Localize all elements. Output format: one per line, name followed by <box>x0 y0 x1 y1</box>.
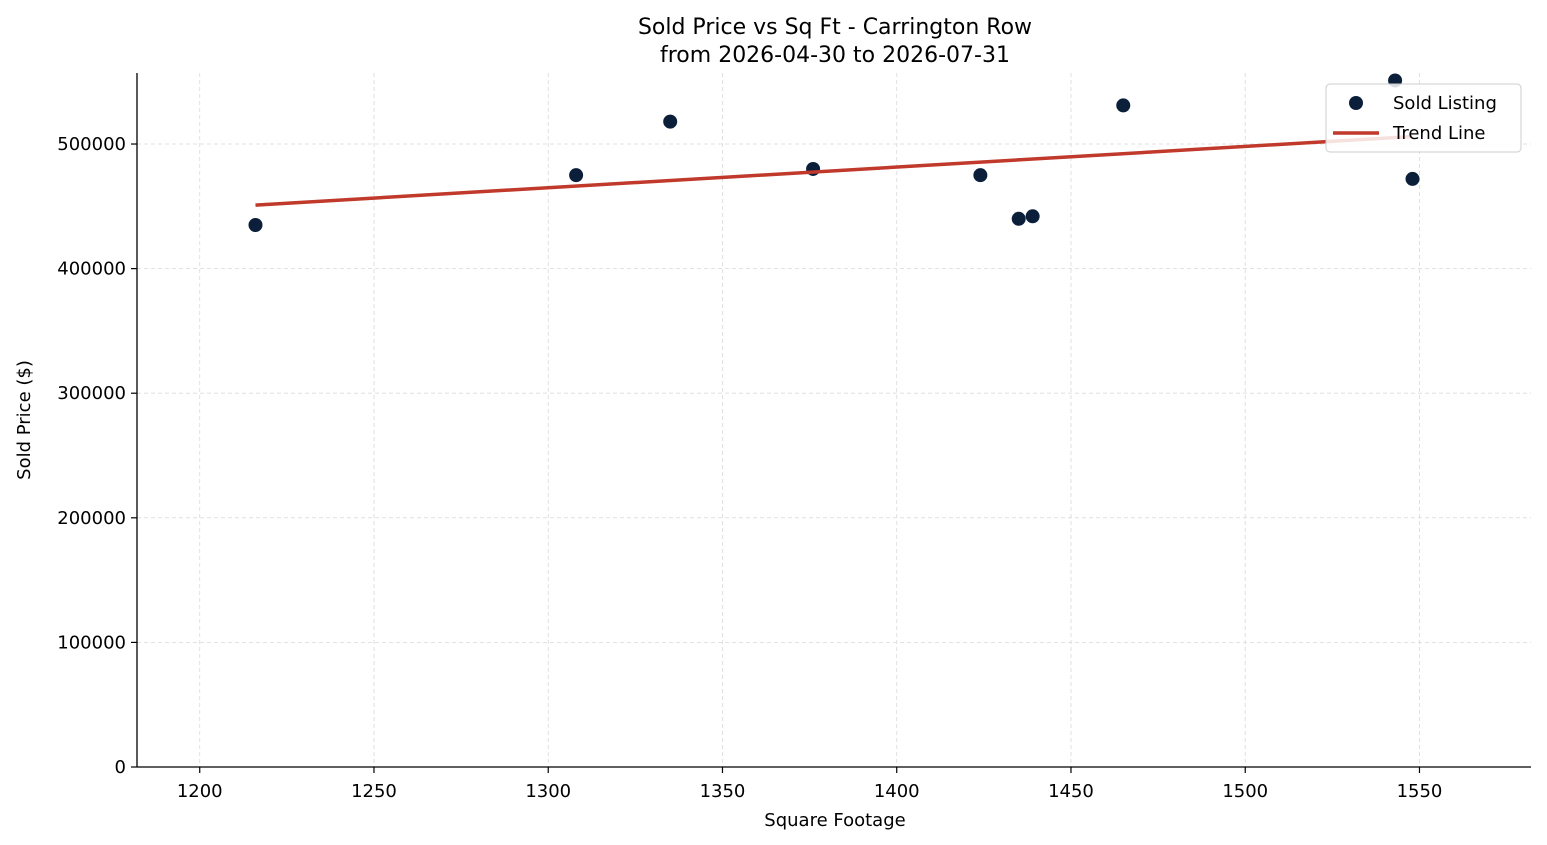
y-tick-label: 300000 <box>57 383 126 404</box>
chart-subtitle: from 2026-04-30 to 2026-07-31 <box>660 43 1010 68</box>
scatter-point <box>569 168 584 183</box>
x-tick-label: 1400 <box>874 781 920 802</box>
y-tick-label: 500000 <box>57 134 126 155</box>
chart-title: Sold Price vs Sq Ft - Carrington Row <box>638 15 1032 40</box>
scatter-point <box>973 168 988 183</box>
y-tick-label: 200000 <box>57 508 126 529</box>
x-tick-label: 1500 <box>1222 781 1268 802</box>
axes <box>136 73 1531 768</box>
x-tick-label: 1550 <box>1397 781 1443 802</box>
x-tick-label: 1300 <box>525 781 571 802</box>
x-tick-label: 1450 <box>1048 781 1094 802</box>
x-tick-label: 1250 <box>351 781 397 802</box>
legend: Sold Listing Trend Line <box>1325 83 1522 153</box>
grid <box>137 73 1531 767</box>
ticks: 1200 1250 1300 1350 1400 1450 1500 1550 0 100000 2… <box>57 134 1442 802</box>
scatter-point <box>1025 209 1040 224</box>
legend-marker-sold-listing <box>1349 96 1363 110</box>
legend-label: Sold Listing <box>1393 93 1497 114</box>
y-tick-label: 100000 <box>57 632 126 653</box>
x-tick-label: 1200 <box>177 781 223 802</box>
plot-area <box>248 73 1420 233</box>
legend-box <box>1325 83 1522 153</box>
x-tick-label: 1350 <box>700 781 746 802</box>
legend-label: Trend Line <box>1392 123 1486 144</box>
x-axis-label: Square Footage <box>764 810 905 831</box>
scatter-point <box>1116 98 1131 113</box>
scatter-point <box>248 218 263 233</box>
y-tick-label: 400000 <box>57 259 126 280</box>
scatter-point <box>1405 171 1420 186</box>
scatter-point <box>663 114 678 129</box>
y-tick-label: 0 <box>115 757 126 778</box>
y-axis-label: Sold Price ($) <box>14 360 35 480</box>
scatter-point <box>1011 211 1026 226</box>
trend-line <box>255 134 1413 207</box>
